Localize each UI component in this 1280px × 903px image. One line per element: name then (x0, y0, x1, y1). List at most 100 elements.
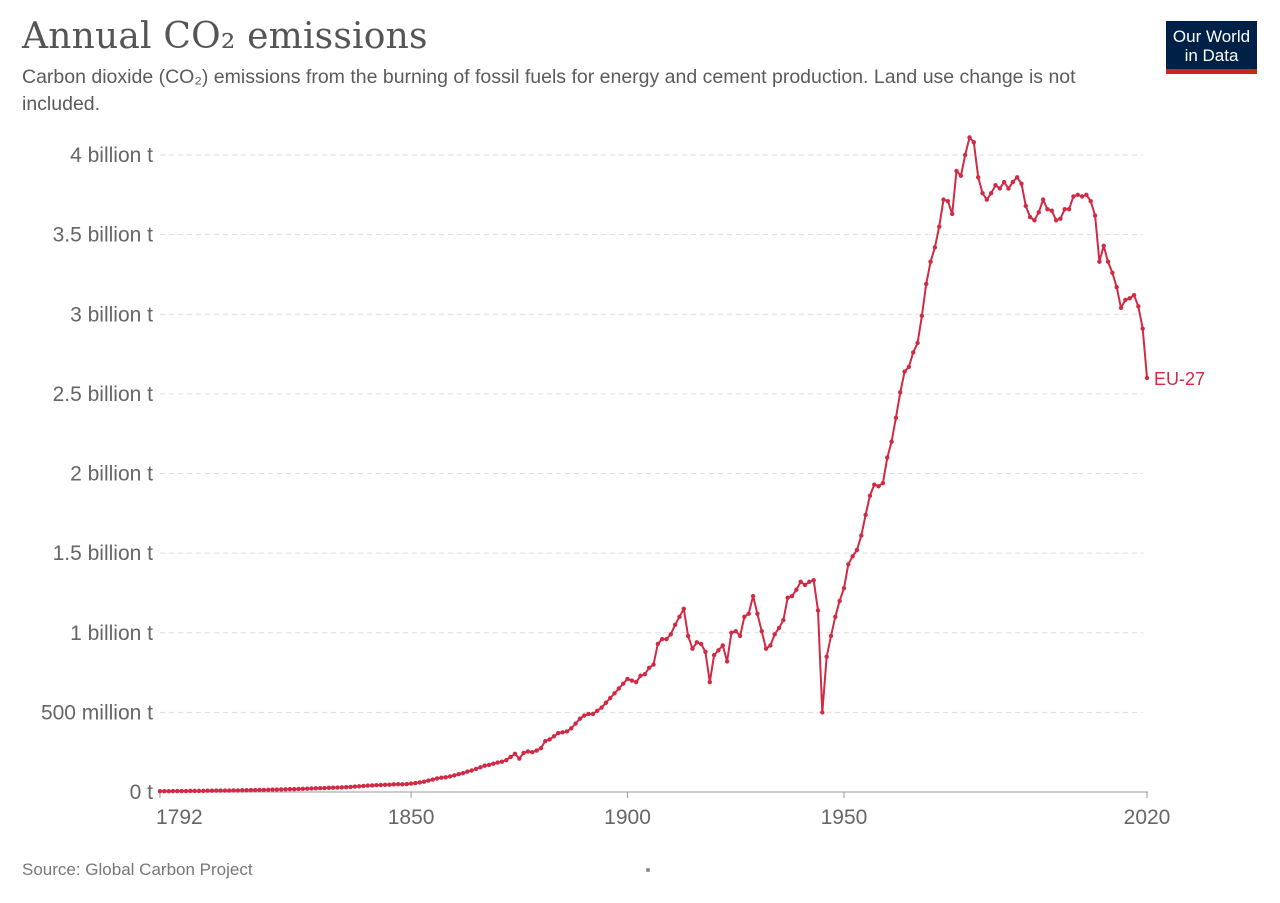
data-point (465, 769, 470, 774)
data-point (681, 606, 687, 612)
data-point (521, 750, 526, 756)
data-point (201, 788, 206, 794)
data-point (599, 705, 604, 710)
data-point (374, 782, 379, 788)
series-label: EU-27 (1154, 369, 1205, 389)
data-point (482, 763, 487, 768)
data-point (192, 788, 197, 794)
data-point (802, 582, 808, 588)
data-point (846, 562, 851, 567)
data-point (504, 757, 509, 763)
data-point (1097, 259, 1102, 264)
data-point (421, 779, 427, 784)
y-tick-label: 2 billion t (70, 463, 153, 486)
data-point (322, 785, 327, 791)
data-point (1014, 175, 1020, 180)
data-point (646, 665, 652, 670)
data-point (231, 788, 236, 793)
data-point (508, 754, 513, 760)
data-point (530, 749, 535, 755)
data-point (603, 700, 609, 706)
data-point (1040, 197, 1046, 202)
data-point (893, 415, 899, 420)
data-point (1123, 297, 1128, 303)
data-point (776, 625, 782, 631)
data-point (534, 748, 539, 753)
data-point (1062, 206, 1067, 212)
y-tick-label: 0 t (130, 781, 154, 804)
data-point (833, 614, 838, 620)
data-point (287, 786, 293, 792)
data-point (543, 738, 548, 744)
data-point (309, 786, 314, 791)
data-point (1045, 206, 1050, 212)
data-point (1053, 218, 1059, 223)
gridlines (160, 154, 1143, 713)
data-point (434, 776, 440, 781)
data-point (469, 768, 474, 773)
data-point (746, 611, 751, 616)
x-tick-label: 1850 (388, 806, 435, 829)
data-point (270, 787, 275, 792)
y-tick-label: 2.5 billion t (53, 383, 154, 406)
data-point (633, 679, 639, 685)
data-point (326, 785, 332, 791)
data-point (244, 788, 249, 793)
data-point (967, 135, 972, 140)
data-point (188, 788, 193, 794)
data-point (932, 245, 938, 250)
data-point (828, 633, 834, 639)
data-point (885, 455, 890, 460)
data-point (642, 671, 648, 677)
data-point (439, 775, 444, 780)
owid-logo[interactable]: Our World in Data (1166, 21, 1257, 74)
data-point (772, 632, 777, 637)
data-point (304, 786, 310, 791)
data-point (569, 726, 574, 731)
data-point (452, 773, 457, 778)
data-point (1066, 206, 1072, 212)
y-tick-label: 500 million t (41, 701, 153, 724)
chart-subtitle: Carbon dioxide (CO₂) emissions from the … (22, 66, 1076, 115)
data-point (755, 611, 760, 616)
data-point (1118, 305, 1124, 311)
data-point (807, 579, 812, 584)
data-point (313, 786, 319, 791)
data-point (296, 786, 301, 792)
data-point (1114, 284, 1119, 290)
series-line (160, 136, 1148, 793)
data-point (915, 340, 920, 346)
pagination-dot[interactable] (646, 868, 650, 872)
data-point (1049, 208, 1054, 213)
data-point (595, 708, 600, 713)
data-point (924, 281, 929, 287)
data-point (248, 787, 254, 793)
data-point (958, 173, 964, 178)
data-point (902, 369, 907, 374)
data-point (928, 259, 933, 264)
data-point (365, 783, 370, 788)
y-tick-label: 3.5 billion t (53, 224, 154, 247)
data-point (854, 547, 860, 553)
data-point (291, 786, 297, 792)
data-point (867, 493, 873, 498)
data-point (512, 751, 518, 756)
data-point (984, 197, 990, 202)
y-axis: 0 t 500 million t 1 billion t 1.5 billion t… (41, 144, 153, 804)
data-point (1010, 179, 1016, 185)
data-point (400, 782, 405, 787)
data-point (478, 765, 483, 770)
data-point (426, 778, 431, 783)
data-point (620, 681, 626, 686)
data-point (949, 211, 955, 217)
data-point (343, 785, 349, 790)
data-point (677, 614, 682, 620)
data-point (1084, 192, 1089, 198)
data-point (988, 191, 994, 196)
data-point (616, 686, 622, 691)
data-point (214, 788, 219, 793)
data-point (781, 617, 786, 623)
data-point (672, 622, 678, 627)
data-point (300, 786, 306, 792)
